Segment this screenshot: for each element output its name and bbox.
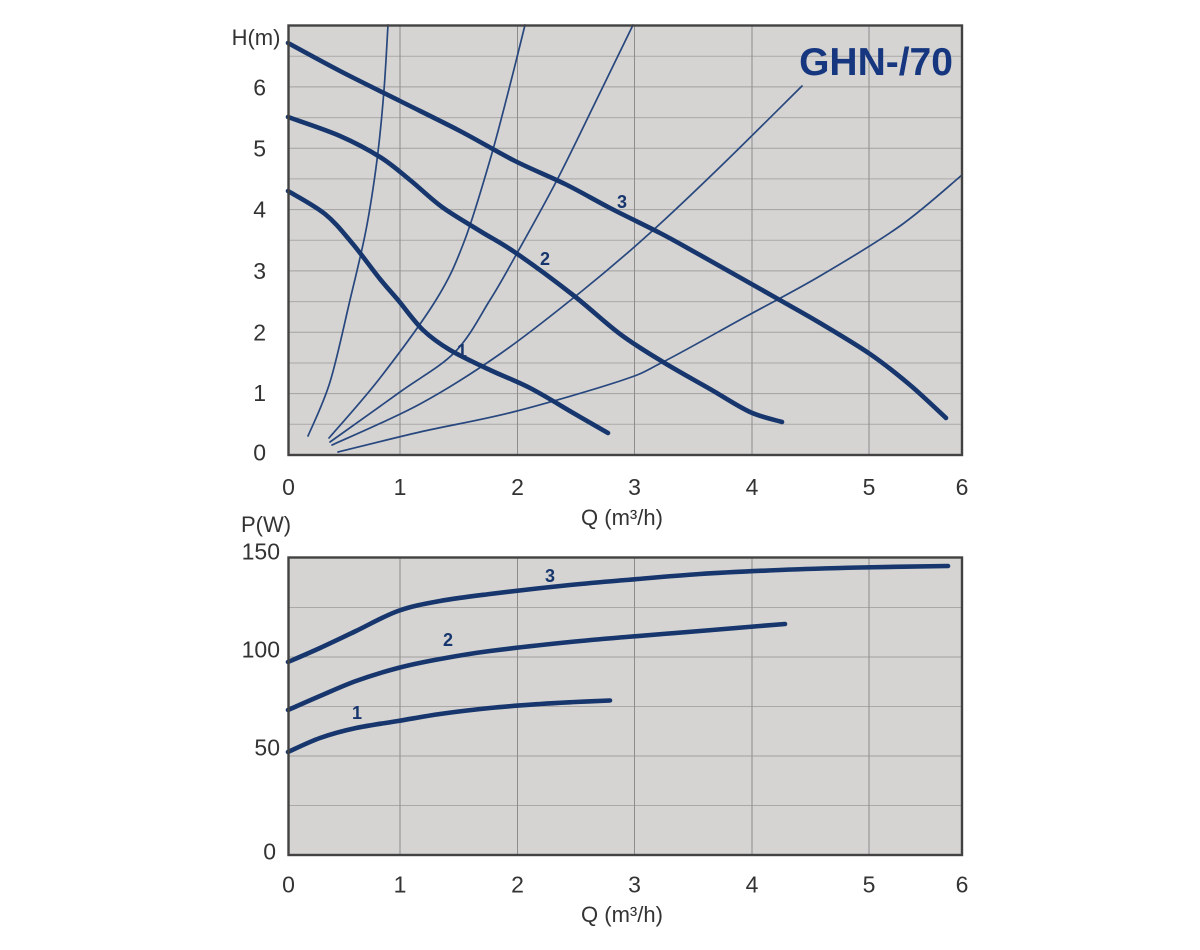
svg-text:6: 6 <box>956 474 969 500</box>
svg-text:Q (m³/h): Q (m³/h) <box>581 902 663 927</box>
svg-text:5: 5 <box>253 135 266 161</box>
svg-text:1: 1 <box>352 703 362 723</box>
svg-text:5: 5 <box>863 872 876 898</box>
svg-text:1: 1 <box>394 872 407 898</box>
svg-text:2: 2 <box>511 872 524 898</box>
svg-text:3: 3 <box>545 566 555 586</box>
svg-text:6: 6 <box>956 872 969 898</box>
svg-text:100: 100 <box>242 637 280 663</box>
svg-text:P(W): P(W) <box>241 512 291 537</box>
svg-text:4: 4 <box>746 872 759 898</box>
svg-text:1: 1 <box>457 341 467 361</box>
svg-text:0: 0 <box>282 872 295 898</box>
svg-text:4: 4 <box>746 474 759 500</box>
svg-text:Q (m³/h): Q (m³/h) <box>581 505 663 530</box>
svg-text:150: 150 <box>242 539 280 565</box>
svg-text:0: 0 <box>282 474 295 500</box>
svg-text:GHN-/70: GHN-/70 <box>799 41 953 84</box>
svg-text:1: 1 <box>394 474 407 500</box>
svg-text:2: 2 <box>443 630 453 650</box>
svg-text:3: 3 <box>253 258 266 284</box>
svg-text:4: 4 <box>253 197 266 223</box>
svg-text:5: 5 <box>863 474 876 500</box>
svg-text:0: 0 <box>253 440 266 466</box>
svg-text:2: 2 <box>540 249 550 269</box>
svg-text:50: 50 <box>254 735 280 761</box>
svg-text:0: 0 <box>263 839 276 865</box>
svg-text:1: 1 <box>253 380 266 406</box>
svg-text:2: 2 <box>511 474 524 500</box>
svg-text:H(m): H(m) <box>232 25 281 50</box>
svg-text:3: 3 <box>617 192 627 212</box>
svg-text:3: 3 <box>628 872 641 898</box>
svg-text:2: 2 <box>253 319 266 345</box>
svg-text:6: 6 <box>253 75 266 101</box>
svg-text:3: 3 <box>628 474 641 500</box>
